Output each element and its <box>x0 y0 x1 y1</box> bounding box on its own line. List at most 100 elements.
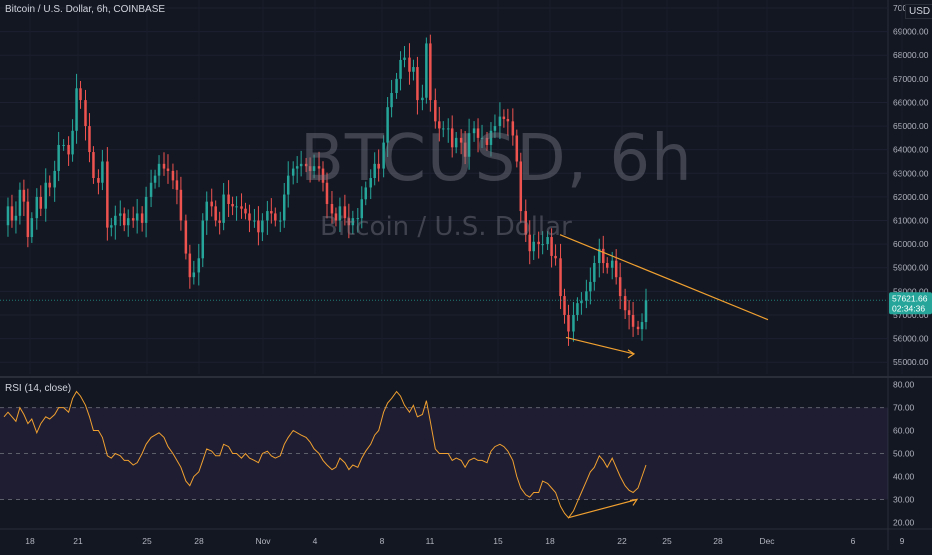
candle-body <box>554 255 557 259</box>
candle-body <box>214 206 217 221</box>
time-tick-label: 18 <box>545 536 555 546</box>
candle-body <box>162 163 166 169</box>
candle-body <box>18 189 22 216</box>
candle-body <box>546 237 549 245</box>
candle-body <box>30 218 34 238</box>
candle-body <box>14 215 18 221</box>
candle-body <box>631 314 635 327</box>
candle-body <box>434 100 437 122</box>
candle-body <box>240 206 243 209</box>
symbol-header[interactable]: Bitcoin / U.S. Dollar, 6h, COINBASE <box>5 4 166 15</box>
candle-body <box>593 263 596 282</box>
candle-body <box>114 215 117 226</box>
price-tick-label: 61000.00 <box>893 216 929 226</box>
candle-body <box>519 161 523 212</box>
candle-body <box>338 206 342 221</box>
candle-body <box>515 135 519 162</box>
time-tick-label: 25 <box>142 536 152 546</box>
candle-body <box>157 163 161 176</box>
resistance-trendline <box>559 234 769 321</box>
candle-body <box>26 201 30 238</box>
time-tick-label: 9 <box>900 536 905 546</box>
candle-body <box>429 43 432 101</box>
candle-body <box>79 88 82 101</box>
candle-body <box>192 272 196 278</box>
time-tick-label: 11 <box>426 536 435 546</box>
candle-body <box>279 220 282 222</box>
candle-body <box>450 128 454 148</box>
candle-body <box>472 128 476 134</box>
time-tick-label: 18 <box>25 536 35 546</box>
candle-body <box>602 248 605 264</box>
time-tick-label: 28 <box>194 536 204 546</box>
price-tick-label: 60000.00 <box>893 239 929 249</box>
candle-body <box>317 166 321 169</box>
rsi-label[interactable]: RSI (14, close) <box>5 383 72 394</box>
candle-body <box>605 263 609 268</box>
candle-body <box>493 126 497 131</box>
candle-body <box>201 220 205 259</box>
candle-body <box>44 182 47 209</box>
candle-body <box>149 182 153 197</box>
candle-body <box>188 253 192 278</box>
currency-label[interactable]: USD <box>905 4 932 19</box>
candle-body <box>459 137 463 143</box>
candle-body <box>399 59 402 79</box>
time-tick-label: 8 <box>380 536 385 546</box>
price-tick-label: 69000.00 <box>893 27 929 37</box>
candle-body <box>425 43 428 98</box>
watermark-ticker: BTCUSD, 6h <box>300 122 693 196</box>
candle-body <box>270 211 273 214</box>
candle-body <box>408 57 411 72</box>
price-tick-label: 55000.00 <box>893 357 929 367</box>
price-tick-label: 56000.00 <box>893 334 929 344</box>
candle-body <box>97 178 100 183</box>
candle-body <box>10 206 14 221</box>
price-tick-label: 63000.00 <box>893 168 929 178</box>
price-tick-label: 67000.00 <box>893 74 929 84</box>
candle-body <box>35 196 39 219</box>
rsi-tick-label: 70.00 <box>893 403 915 413</box>
candle-body <box>22 189 26 202</box>
candle-body <box>295 166 299 169</box>
candle-body <box>179 189 183 221</box>
candle-body <box>623 296 627 311</box>
time-tick-label: 22 <box>617 536 627 546</box>
time-tick-label: 25 <box>662 536 672 546</box>
candle-body <box>627 310 631 315</box>
price-tick-label: 68000.00 <box>893 50 929 60</box>
candle-body <box>67 144 70 155</box>
candle-body <box>140 213 144 223</box>
price-tick-label: 64000.00 <box>893 145 929 155</box>
candle-body <box>572 314 575 332</box>
rsi-tick-label: 80.00 <box>893 380 915 390</box>
candle-body <box>75 88 78 131</box>
candle-body <box>382 142 385 169</box>
candle-body <box>84 100 87 127</box>
time-tick-label: 4 <box>313 536 318 546</box>
price-tick-label: 58000.00 <box>893 286 929 296</box>
candle-body <box>248 213 251 221</box>
time-tick-label: 6 <box>851 536 856 546</box>
candle-body <box>563 296 566 315</box>
candle-body <box>205 201 208 221</box>
candle-body <box>291 168 295 176</box>
candle-body <box>580 300 583 304</box>
candle-body <box>351 218 355 226</box>
candle-body <box>614 260 618 278</box>
last-price-badge <box>889 292 932 315</box>
candle-body <box>197 258 201 273</box>
candle-body <box>476 128 480 138</box>
candle-body <box>227 194 230 204</box>
price-tick-label: 65000.00 <box>893 121 929 131</box>
candle-body <box>39 196 43 209</box>
candle-body <box>222 194 225 223</box>
candle-body <box>395 78 398 94</box>
candle-body <box>576 303 579 315</box>
candle-body <box>390 93 393 108</box>
candle-body <box>88 126 91 153</box>
rsi-tick-label: 60.00 <box>893 426 915 436</box>
rsi-arrowhead <box>629 498 639 506</box>
watermark-name: Bitcoin / U.S. Dollar <box>320 212 572 242</box>
